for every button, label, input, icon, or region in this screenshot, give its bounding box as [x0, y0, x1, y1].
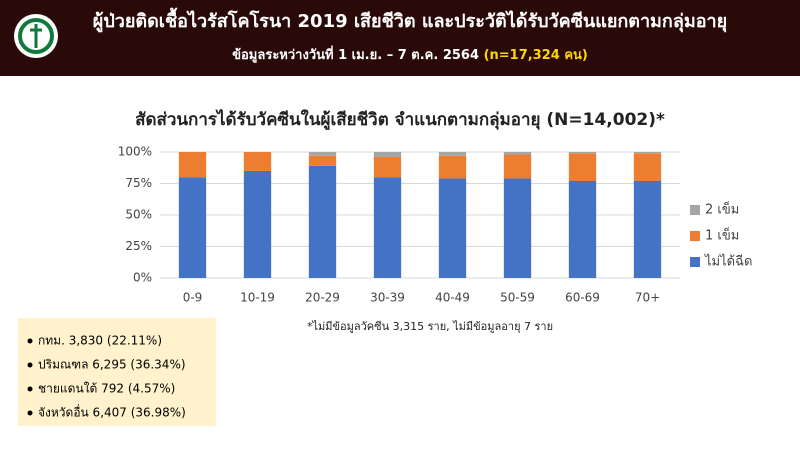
y-tick-label: 25%: [125, 239, 152, 253]
legend-swatch: [690, 231, 700, 241]
note-item: จังหวัดอื่น 6,407 (36.98%): [38, 404, 186, 420]
subtitle-text: ข้อมูลระหว่างวันที่ 1 เม.ย. – 7 ต.ค. 256…: [232, 45, 479, 63]
bar-segment: [243, 152, 272, 171]
legend-swatch: [690, 205, 700, 215]
bar-segment: [568, 153, 597, 181]
bullet: [27, 362, 33, 368]
bullet: [27, 338, 33, 344]
bar-segment: [503, 152, 532, 155]
bar-segment: [308, 165, 337, 278]
bar-segment: [633, 153, 662, 181]
footnote: *ไม่มีข้อมูลวัคซีน 3,315 ราย, ไม่มีข้อมู…: [307, 320, 553, 333]
bullet: [27, 386, 33, 392]
note-item: ชายแดนใต้ 792 (4.57%): [38, 382, 175, 396]
y-tick-label: 75%: [125, 176, 152, 190]
bar-segment: [633, 180, 662, 278]
header-title: ผู้ป่วยติดเชื้อไวรัสโคโรนา 2019 เสียชีวิ…: [93, 7, 727, 33]
bar-segment: [438, 178, 467, 278]
bar-segment: [373, 177, 402, 278]
bar-segment: [503, 154, 532, 179]
bar-segment: [633, 152, 662, 154]
bullet: [27, 410, 33, 416]
legend-label: 2 เข็ม: [705, 200, 739, 218]
bar-segment: [178, 152, 207, 178]
y-tick-label: 100%: [118, 145, 152, 159]
legend-label: 1 เข็ม: [705, 226, 739, 244]
x-tick-label: 40-49: [435, 291, 470, 305]
x-tick-label: 30-39: [370, 291, 405, 305]
bar-segment: [373, 157, 402, 178]
header-band: [0, 0, 800, 76]
subtitle-highlight: (n=17,324 คน): [484, 48, 588, 63]
bar-segment: [503, 178, 532, 278]
x-tick-label: 20-29: [305, 291, 340, 305]
note-item: ปริมณฑล 6,295 (36.34%): [38, 358, 186, 372]
logo-ring: [18, 18, 54, 54]
bar-segment: [438, 155, 467, 179]
notes-box: [18, 318, 216, 426]
x-tick-label: 50-59: [500, 291, 535, 305]
note-item: กทม. 3,830 (22.11%): [38, 334, 162, 348]
bar-segment: [243, 170, 272, 278]
chart-title: สัดส่วนการได้รับวัคซีนในผู้เสียชีวิต จำแ…: [135, 109, 665, 131]
x-tick-label: 70+: [635, 291, 660, 305]
y-tick-label: 50%: [125, 208, 152, 222]
x-tick-label: 10-19: [240, 291, 275, 305]
header-subtitle: ข้อมูลระหว่างวันที่ 1 เม.ย. – 7 ต.ค. 256…: [232, 45, 588, 63]
bar-segment: [438, 152, 467, 156]
y-tick-label: 0%: [133, 271, 152, 285]
bar-segment: [568, 152, 597, 154]
x-tick-label: 0-9: [183, 291, 203, 305]
legend-swatch: [690, 257, 700, 267]
bar-segment: [308, 155, 337, 166]
bar-segment: [308, 152, 337, 156]
x-tick-label: 60-69: [565, 291, 600, 305]
bar-segment: [373, 152, 402, 158]
bar-segment: [568, 180, 597, 278]
legend-label: ไม่ได้ฉีด: [704, 254, 752, 270]
bar-segment: [178, 177, 207, 278]
logo-mark: [30, 24, 42, 48]
